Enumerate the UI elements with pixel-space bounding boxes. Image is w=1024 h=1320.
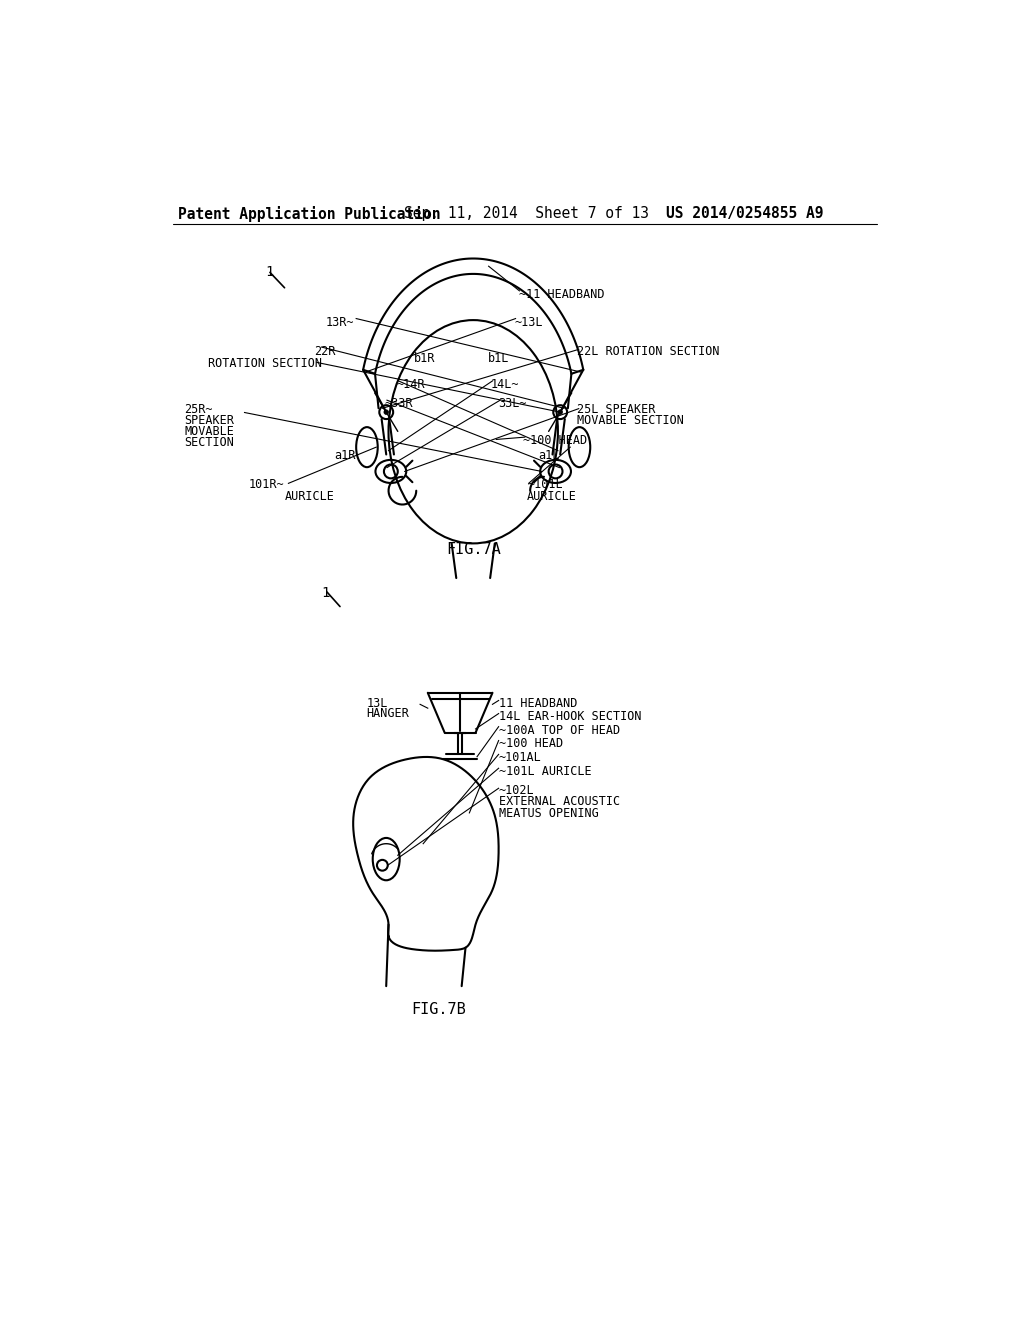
Text: US 2014/0254855 A9: US 2014/0254855 A9 bbox=[666, 206, 823, 222]
Text: b1L: b1L bbox=[487, 352, 509, 366]
Circle shape bbox=[558, 409, 562, 414]
Text: Sep. 11, 2014  Sheet 7 of 13: Sep. 11, 2014 Sheet 7 of 13 bbox=[403, 206, 649, 222]
Text: ~100 HEAD: ~100 HEAD bbox=[523, 434, 588, 447]
Text: Patent Application Publication: Patent Application Publication bbox=[178, 206, 440, 222]
Text: ~100 HEAD: ~100 HEAD bbox=[499, 738, 563, 751]
Text: 33L~: 33L~ bbox=[499, 397, 527, 411]
Text: ~101L: ~101L bbox=[527, 478, 563, 491]
Text: ~101L AURICLE: ~101L AURICLE bbox=[499, 766, 591, 779]
Text: 25L SPEAKER: 25L SPEAKER bbox=[578, 404, 655, 416]
Text: ~102L: ~102L bbox=[499, 784, 535, 797]
Text: SECTION: SECTION bbox=[184, 436, 234, 449]
Circle shape bbox=[384, 409, 388, 414]
Text: 25R~: 25R~ bbox=[184, 404, 213, 416]
Text: 22R: 22R bbox=[313, 345, 335, 358]
Text: ~101AL: ~101AL bbox=[499, 751, 542, 764]
Text: ~100A TOP OF HEAD: ~100A TOP OF HEAD bbox=[499, 723, 620, 737]
Text: 13R~: 13R~ bbox=[326, 317, 354, 329]
Text: HANGER: HANGER bbox=[367, 708, 409, 721]
Text: a1L: a1L bbox=[539, 449, 560, 462]
Text: MOVABLE SECTION: MOVABLE SECTION bbox=[578, 414, 684, 428]
Text: FIG.7A: FIG.7A bbox=[445, 543, 501, 557]
Text: ~33R: ~33R bbox=[385, 397, 413, 411]
Text: 1: 1 bbox=[322, 586, 330, 599]
Text: 14L~: 14L~ bbox=[490, 378, 519, 391]
Text: MEATUS OPENING: MEATUS OPENING bbox=[499, 807, 598, 820]
Text: b1R: b1R bbox=[414, 352, 435, 366]
Text: FIG.7B: FIG.7B bbox=[412, 1002, 466, 1016]
Text: AURICLE: AURICLE bbox=[285, 490, 335, 503]
Text: 11 HEADBAND: 11 HEADBAND bbox=[499, 697, 577, 710]
Text: 22L ROTATION SECTION: 22L ROTATION SECTION bbox=[578, 345, 720, 358]
Text: 1: 1 bbox=[265, 264, 273, 279]
Text: MOVABLE: MOVABLE bbox=[184, 425, 234, 438]
Text: AURICLE: AURICLE bbox=[527, 490, 577, 503]
Text: 14L EAR-HOOK SECTION: 14L EAR-HOOK SECTION bbox=[499, 710, 641, 723]
Text: a1R: a1R bbox=[335, 449, 356, 462]
Text: EXTERNAL ACOUSTIC: EXTERNAL ACOUSTIC bbox=[499, 795, 620, 808]
Text: SPEAKER: SPEAKER bbox=[184, 414, 234, 428]
Text: ROTATION SECTION: ROTATION SECTION bbox=[208, 358, 322, 370]
Text: 101R~: 101R~ bbox=[249, 478, 285, 491]
Text: 13L: 13L bbox=[367, 697, 387, 710]
Text: ~13L: ~13L bbox=[514, 317, 543, 329]
Text: ~11 HEADBAND: ~11 HEADBAND bbox=[519, 288, 605, 301]
Text: ~14R: ~14R bbox=[396, 378, 425, 391]
